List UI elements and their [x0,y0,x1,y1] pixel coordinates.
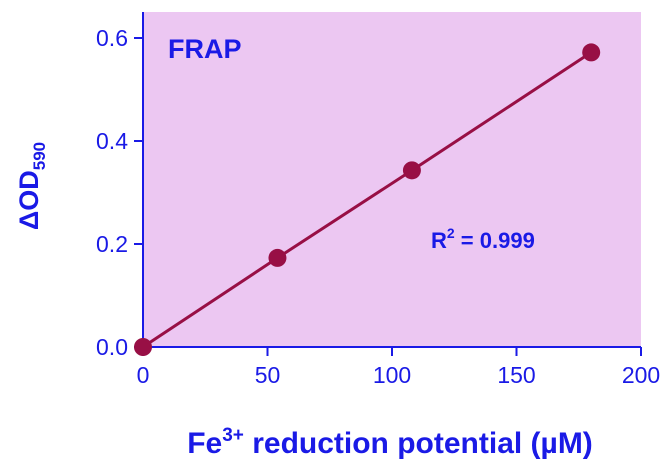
chart-title: FRAP [168,34,242,64]
x-tick-label: 100 [373,362,411,388]
data-point [268,248,287,267]
x-axis-title-base: Fe [187,427,222,460]
x-tick-label: 150 [497,362,535,388]
y-tick-label: 0.0 [96,334,128,360]
r-squared-superscript: 2 [447,225,455,241]
r-squared-annotation: R2 = 0.999 [431,225,535,253]
y-axis-title-base: ΔOD [14,170,44,230]
x-tick-label: 50 [255,362,281,388]
y-tick-label: 0.4 [96,128,128,154]
x-axis-title-superscript: 3+ [222,425,244,446]
series-layer [134,43,601,356]
y-axis-title-subscript: 590 [30,142,49,170]
r-squared-base: R [431,228,447,253]
data-point [134,338,152,356]
x-tick-label: 0 [137,362,150,388]
x-axis-title-rest: reduction potential (µM) [244,427,593,460]
r-squared-rest: = 0.999 [455,228,535,253]
y-ticks: 0.0 0.2 0.4 0.6 [96,25,143,360]
series-line [142,51,593,349]
x-ticks: 0 50 100 150 200 [137,347,660,388]
y-axis-title: ΔOD590 [14,142,49,230]
x-axis-title: Fe3+ reduction potential (µM) [187,425,593,460]
x-tick-label: 200 [622,362,660,388]
data-point [402,161,421,180]
y-tick-label: 0.2 [96,231,128,257]
data-point [582,43,601,62]
y-tick-label: 0.6 [96,25,128,51]
